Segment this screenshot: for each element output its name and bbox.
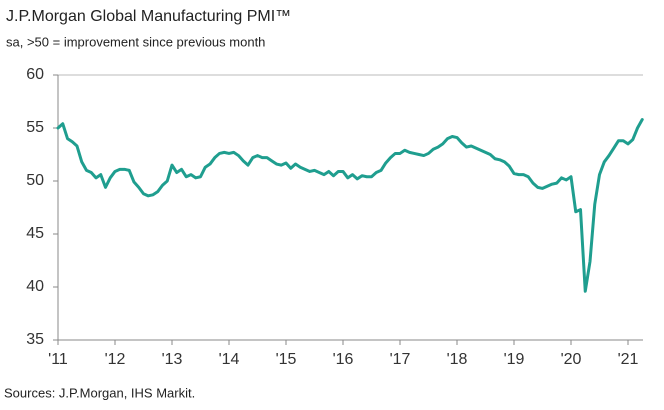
y-tick-label: 45	[26, 225, 44, 242]
x-tick-label: '14	[219, 351, 240, 368]
source-note: Sources: J.P.Morgan, IHS Markit.	[4, 385, 195, 400]
x-tick-label: '11	[48, 351, 68, 368]
y-tick-label: 60	[26, 66, 44, 83]
y-tick-label: 40	[26, 278, 44, 295]
x-tick-label: '17	[390, 351, 411, 368]
y-tick-label: 55	[26, 119, 44, 136]
x-tick-label: '13	[162, 351, 183, 368]
x-tick-label: '15	[276, 351, 297, 368]
x-tick-label: '16	[333, 351, 354, 368]
chart-title: J.P.Morgan Global Manufacturing PMI™	[6, 8, 291, 25]
x-tick-label: '20	[561, 351, 582, 368]
x-tick-label: '12	[105, 351, 126, 368]
y-tick-label: 50	[26, 172, 44, 189]
series-line	[56, 118, 644, 293]
chart-subtitle: sa, >50 = improvement since previous mon…	[6, 34, 265, 49]
x-tick-label: '21	[618, 351, 639, 368]
x-tick-label: '19	[504, 351, 525, 368]
y-tick-label: 35	[26, 331, 44, 348]
x-tick-label: '18	[447, 351, 468, 368]
